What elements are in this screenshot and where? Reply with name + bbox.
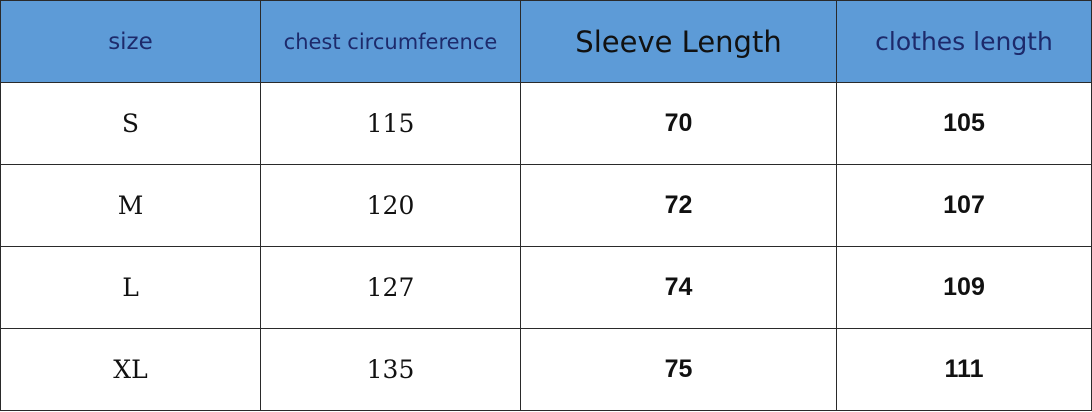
table-cell: 70 [520, 82, 837, 165]
table-cell: 111 [836, 328, 1092, 411]
table-header: size chest circumference Sleeve Length clot… [0, 0, 1092, 83]
table-row: L 127 74 109 [0, 246, 1092, 329]
table-cell: 135 [260, 328, 521, 411]
table-cell: 105 [836, 82, 1092, 165]
table-body: S 115 70 105 M 120 72 107 L 127 74 109 XL 135 75 111 [0, 82, 1092, 411]
table-cell: 75 [520, 328, 837, 411]
table-cell: 109 [836, 246, 1092, 329]
table-row: XL 135 75 111 [0, 328, 1092, 411]
table-cell: 115 [260, 82, 521, 165]
table-cell: L [0, 246, 261, 329]
table-cell: 72 [520, 164, 837, 247]
table-cell: 127 [260, 246, 521, 329]
header-cell: size [0, 0, 261, 83]
header-cell: Sleeve Length [520, 0, 837, 83]
table-cell: M [0, 164, 261, 247]
header-cell: chest circumference [260, 0, 521, 83]
table-cell: XL [0, 328, 261, 411]
table-cell: S [0, 82, 261, 165]
table-cell: 74 [520, 246, 837, 329]
header-row: size chest circumference Sleeve Length clot… [0, 0, 1092, 83]
table-row: M 120 72 107 [0, 164, 1092, 247]
table-cell: 107 [836, 164, 1092, 247]
table-row: S 115 70 105 [0, 82, 1092, 165]
header-cell: clothes length [836, 0, 1092, 83]
table-cell: 120 [260, 164, 521, 247]
